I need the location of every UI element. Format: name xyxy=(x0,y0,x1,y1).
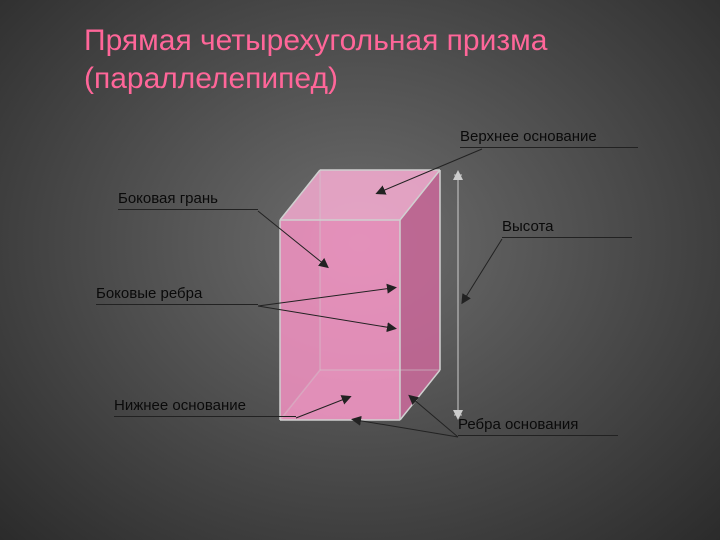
title-line1: Прямая четырехугольная призма xyxy=(84,24,547,57)
label-bottom-base: Нижнее основание xyxy=(114,397,296,417)
page-title: Прямая четырехугольная призма (параллелеп… xyxy=(84,22,547,97)
prism-front-face xyxy=(280,220,400,420)
label-height: Высота xyxy=(502,218,632,238)
label-side-edges: Боковые ребра xyxy=(96,285,258,305)
label-top-base: Верхнее основание xyxy=(460,128,638,148)
label-side-face: Боковая грань xyxy=(118,190,258,210)
label-base-edges: Ребра основания xyxy=(458,416,618,436)
leader-base-edges-0 xyxy=(356,420,458,437)
leader-base-edges-1 xyxy=(412,398,458,437)
leader-height-0 xyxy=(464,239,502,300)
title-line2: (параллелепипед) xyxy=(84,62,338,95)
